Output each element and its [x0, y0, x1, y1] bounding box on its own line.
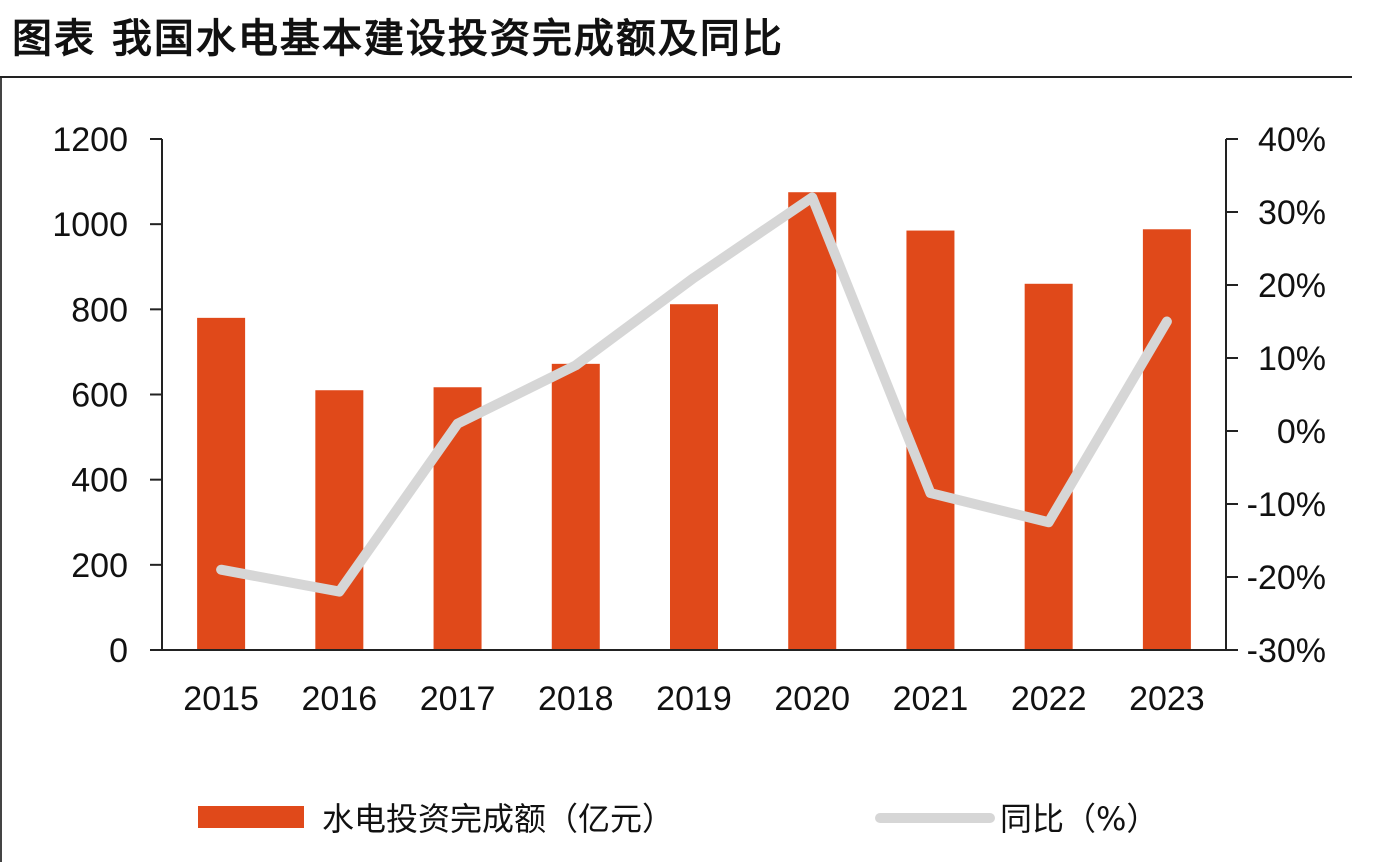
y-left-tick-label: 800: [71, 291, 128, 329]
y-right-tick-label: 0%: [1277, 413, 1326, 451]
x-tick-label: 2017: [420, 680, 496, 718]
yoy-point-2017: [456, 422, 459, 425]
bar-2019: [670, 304, 718, 650]
yoy-point-2020: [811, 196, 814, 199]
yoy-point-2018: [574, 364, 577, 367]
yoy-point-2022: [1047, 521, 1050, 524]
legend: 水电投资完成额（亿元） 同比（%）: [198, 800, 1158, 838]
x-tick-label: 2020: [774, 680, 850, 718]
bar-2020: [788, 192, 837, 650]
bar-2016: [315, 390, 364, 650]
x-tick-label: 2023: [1129, 680, 1205, 718]
y-right-tick-label: -10%: [1247, 486, 1326, 524]
title-rule: [0, 76, 1352, 78]
y-right-tick-label: 10%: [1258, 340, 1326, 378]
y-right-tick-label: 40%: [1258, 121, 1326, 159]
legend-label-line: 同比（%）: [1000, 800, 1158, 838]
y-right-tick-label: -20%: [1247, 559, 1326, 597]
bar-2015: [197, 317, 246, 650]
x-tick-label: 2019: [656, 680, 732, 718]
x-tick-label: 2016: [302, 680, 378, 718]
tick-labels: 0 200 400 600 800 1000 1200 -30% -20% -10% 0% 10% 20…: [52, 121, 1326, 718]
chart-title: 图表 我国水电基本建设投资完成额及同比: [12, 16, 784, 62]
bar-series: [197, 192, 1191, 650]
yoy-point-2023: [1165, 320, 1168, 323]
bar-2023: [1142, 229, 1191, 650]
axes: [150, 138, 1238, 651]
bar-2018: [551, 363, 600, 650]
y-left-tick-label: 600: [71, 377, 128, 415]
y-left-tick-label: 0: [109, 632, 128, 670]
y-left-tick-label: 400: [71, 462, 128, 500]
bar-2022: [1024, 283, 1073, 650]
x-tick-label: 2018: [538, 680, 614, 718]
y-left-tick-label: 1000: [52, 206, 128, 244]
y-left-tick-label: 200: [71, 547, 128, 585]
line-series: [216, 192, 1172, 597]
x-tick-label: 2015: [183, 680, 259, 718]
x-tick-label: 2022: [1011, 680, 1087, 718]
x-tick-label: 2021: [893, 680, 969, 718]
yoy-point-2021: [929, 492, 932, 495]
frame-left-edge: [0, 78, 2, 862]
y-right-tick-label: 20%: [1258, 267, 1326, 305]
y-right-tick-label: -30%: [1247, 632, 1326, 670]
yoy-point-2016: [338, 590, 341, 593]
yoy-point-2015: [220, 568, 223, 571]
y-right-tick-label: 30%: [1258, 194, 1326, 232]
legend-label-bar: 水电投资完成额（亿元）: [322, 800, 674, 838]
yoy-point-2019: [693, 276, 695, 279]
legend-swatch-bar: [198, 806, 304, 828]
y-left-tick-label: 1200: [52, 121, 128, 159]
